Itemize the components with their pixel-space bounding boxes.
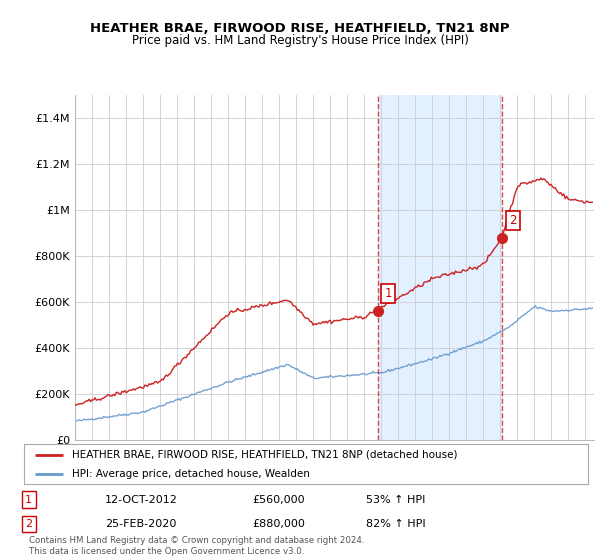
Text: Contains HM Land Registry data © Crown copyright and database right 2024.
This d: Contains HM Land Registry data © Crown c… (29, 536, 364, 556)
Text: HEATHER BRAE, FIRWOOD RISE, HEATHFIELD, TN21 8NP (detached house): HEATHER BRAE, FIRWOOD RISE, HEATHFIELD, … (72, 450, 457, 460)
Bar (377, 95, 502, 440)
Text: 1: 1 (385, 287, 392, 300)
Text: HEATHER BRAE, FIRWOOD RISE, HEATHFIELD, TN21 8NP: HEATHER BRAE, FIRWOOD RISE, HEATHFIELD, … (90, 22, 510, 35)
Text: 82% ↑ HPI: 82% ↑ HPI (366, 519, 425, 529)
Text: Price paid vs. HM Land Registry's House Price Index (HPI): Price paid vs. HM Land Registry's House … (131, 34, 469, 46)
Text: 12-OCT-2012: 12-OCT-2012 (105, 494, 178, 505)
Text: 25-FEB-2020: 25-FEB-2020 (105, 519, 176, 529)
Text: 2: 2 (509, 214, 517, 227)
Text: 53% ↑ HPI: 53% ↑ HPI (366, 494, 425, 505)
Text: 2: 2 (25, 519, 32, 529)
Text: £560,000: £560,000 (252, 494, 305, 505)
Text: £880,000: £880,000 (252, 519, 305, 529)
Text: HPI: Average price, detached house, Wealden: HPI: Average price, detached house, Weal… (72, 469, 310, 478)
Text: 1: 1 (25, 494, 32, 505)
